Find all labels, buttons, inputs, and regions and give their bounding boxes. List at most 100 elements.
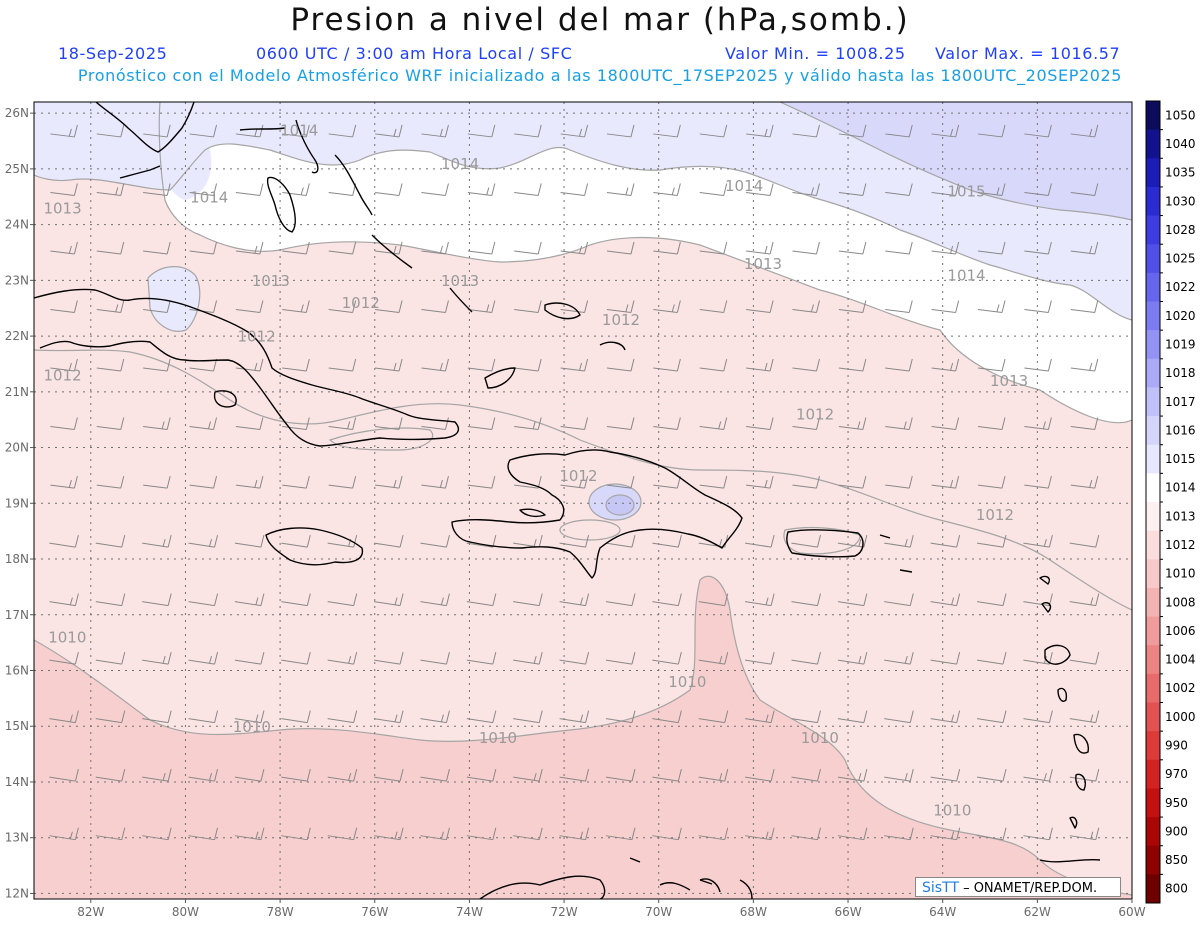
wind-barb: [466, 710, 497, 724]
wind-barb: [235, 300, 264, 313]
wind-barb: [50, 417, 78, 431]
contour-label: 1010: [801, 729, 839, 747]
coast-dominica: [1057, 687, 1068, 702]
wind-barb: [977, 417, 1006, 431]
wind-barb: [282, 183, 310, 196]
wind-barb: [837, 827, 868, 841]
lon-label: 60W: [1118, 905, 1145, 919]
wind-barb: [1023, 769, 1053, 782]
wind-barb: [1024, 300, 1052, 313]
wind-barb: [1069, 710, 1100, 724]
isobar-1015: [779, 102, 1132, 221]
lat-label: 17N: [5, 608, 29, 622]
wind-barb: [1070, 417, 1099, 431]
contour-label: 1010: [48, 629, 86, 647]
contour-label: 1013: [441, 272, 479, 290]
wind-barb: [50, 358, 78, 372]
wind-barb: [838, 300, 867, 313]
wind-barb: [1069, 534, 1100, 548]
isobar-cuba-high: [147, 266, 201, 332]
wind-barb: [606, 183, 635, 196]
colorbar-swatch: [1146, 301, 1160, 331]
wind-barb: [96, 475, 125, 489]
wind-barb: [375, 358, 403, 372]
colorbar-swatch: [1146, 673, 1160, 703]
wind-barb: [234, 710, 265, 724]
coast-hispaniola: [451, 449, 743, 579]
colorbar-swatch: [1146, 416, 1160, 446]
wind-barb: [1069, 593, 1100, 607]
wind-barb: [234, 769, 265, 782]
wind-barb: [421, 300, 449, 313]
wind-barb: [699, 358, 728, 372]
wind-barb: [514, 124, 542, 138]
wind-barb: [559, 769, 590, 782]
wind-barb: [514, 475, 542, 489]
wind-barb: [189, 183, 218, 196]
wind-barb: [838, 241, 867, 255]
colorbar-swatch: [1146, 186, 1160, 217]
colorbar-label: 1030: [1165, 194, 1196, 208]
wind-barb: [375, 183, 403, 196]
wind-barb: [1024, 358, 1052, 372]
wind-barb: [96, 183, 125, 196]
wind-barb: [698, 593, 729, 607]
wind-barb: [142, 593, 172, 607]
colorbar-label: 1004: [1165, 653, 1196, 667]
lat-label: 20N: [5, 441, 29, 455]
colorbar-label: 970: [1165, 767, 1188, 781]
contour-label: 1012: [796, 406, 834, 424]
lon-label: 70W: [645, 905, 672, 919]
colorbar-swatch: [1146, 874, 1160, 904]
lon-label: 68W: [740, 905, 767, 919]
wind-barb: [1070, 183, 1099, 196]
wind-barb: [513, 827, 543, 841]
latitude-labels: 26N 25N 24N 23N 22N 21N 20N 19N 18N 17N 16N 15N 14N 1…: [5, 106, 34, 900]
coastlines: [34, 102, 1101, 899]
colorbar-label: 1014: [1165, 481, 1196, 495]
wind-barb: [560, 417, 589, 431]
wind-barb: [327, 710, 358, 724]
wind-barb: [282, 241, 310, 255]
wind-barb: [234, 652, 265, 665]
wind-barb: [791, 769, 821, 782]
wind-barb: [188, 769, 219, 782]
wind-barb: [930, 534, 961, 548]
coast-abaco: [295, 119, 319, 174]
contour-label: 1012: [238, 328, 276, 346]
wind-barb: [560, 124, 589, 138]
wind-barb: [652, 534, 682, 548]
wind-barb: [466, 534, 497, 548]
wind-barb: [234, 593, 265, 607]
wind-barbs: [49, 124, 1100, 841]
model-info: Pronóstico con el Modelo Atmosférico WRF…: [77, 66, 1123, 85]
wind-barb: [885, 300, 913, 313]
wind-barb: [375, 417, 403, 431]
wind-barb: [50, 241, 78, 255]
wind-barb: [653, 124, 681, 138]
wind-barb: [327, 769, 358, 782]
wind-barb: [143, 417, 171, 431]
colorbar-swatch: [1146, 502, 1160, 532]
coast-exuma: [371, 234, 413, 269]
lat-label: 18N: [5, 552, 29, 566]
wind-barb: [930, 652, 961, 665]
wind-barb: [884, 827, 914, 841]
wind-barb: [606, 241, 635, 255]
coast-grand-bahama: [239, 127, 286, 131]
wind-barb: [189, 124, 218, 138]
wind-barb: [931, 417, 960, 431]
wind-barb: [467, 475, 496, 489]
wind-barb: [653, 417, 681, 431]
colorbar-label: 850: [1165, 853, 1188, 867]
credit-brand: SisTT: [922, 880, 959, 896]
wind-barb: [559, 652, 590, 665]
wind-barb: [1024, 475, 1052, 489]
wind-barb: [421, 417, 449, 431]
wind-barb: [189, 417, 218, 431]
wind-barb: [96, 241, 125, 255]
colorbar-swatch: [1146, 101, 1160, 131]
wind-barb: [50, 124, 78, 138]
colorbar-swatch: [1146, 358, 1160, 388]
wind-barb: [143, 124, 171, 138]
